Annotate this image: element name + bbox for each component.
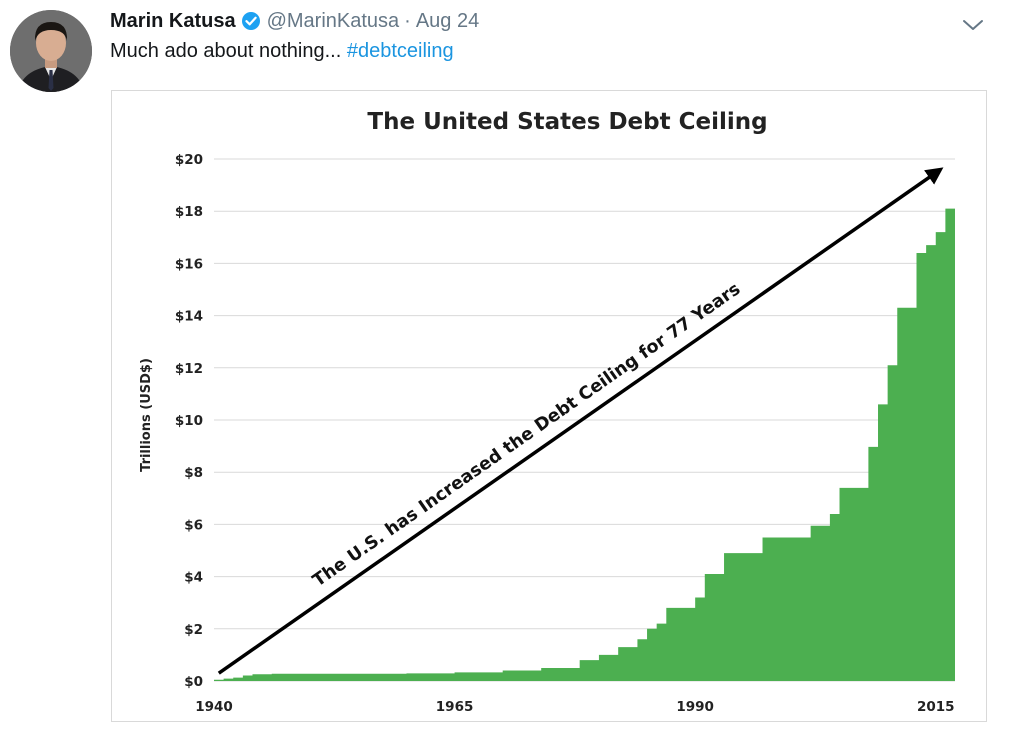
y-tick-label: $10 [175,413,203,429]
y-tick-label: $12 [175,361,203,377]
debt-ceiling-area [214,164,955,682]
y-tick-label: $0 [184,674,203,690]
verified-badge-icon [241,11,261,31]
tweet-header: Marin Katusa @MarinKatusa · Aug 24 [110,8,479,34]
user-handle[interactable]: @MarinKatusa [266,9,400,32]
profile-photo [10,10,92,92]
tweet-date[interactable]: Aug 24 [415,9,480,32]
y-tick-label: $18 [175,204,203,220]
y-tick-label: $20 [175,152,203,168]
tweet-text: Much ado about nothing... #debtceiling [110,40,454,63]
x-tick-label: 1990 [676,699,714,715]
arrow-annotation: The U.S. has Increased the Debt Ceiling … [309,279,744,591]
y-tick-label: $4 [184,570,203,586]
chevron-down-icon[interactable] [960,12,986,38]
y-tick-label: $2 [184,622,203,638]
tweet-body: Much ado about nothing... [110,40,347,62]
x-tick-label: 2015 [917,699,955,715]
avatar[interactable] [10,10,92,92]
y-tick-label: $6 [184,517,203,533]
y-tick-label: $8 [184,465,203,481]
y-tick-label: $16 [175,256,203,272]
x-tick-label: 1940 [195,699,233,715]
chart-title: The United States Debt Ceiling [367,109,767,135]
y-axis-label: Trillions (USD$) [139,358,154,472]
trend-arrow [217,167,944,675]
x-tick-label: 1965 [436,699,474,715]
meta-separator: · [404,9,411,32]
display-name[interactable]: Marin Katusa [110,9,236,32]
y-tick-label: $14 [175,309,203,325]
debt-ceiling-chart: The United States Debt Ceiling $0 $2 $4 $6 $8… [139,109,955,715]
hashtag-link[interactable]: #debtceiling [346,40,454,62]
chart-image[interactable]: The United States Debt Ceiling $0 $2 $4 $6 $8… [111,90,987,722]
